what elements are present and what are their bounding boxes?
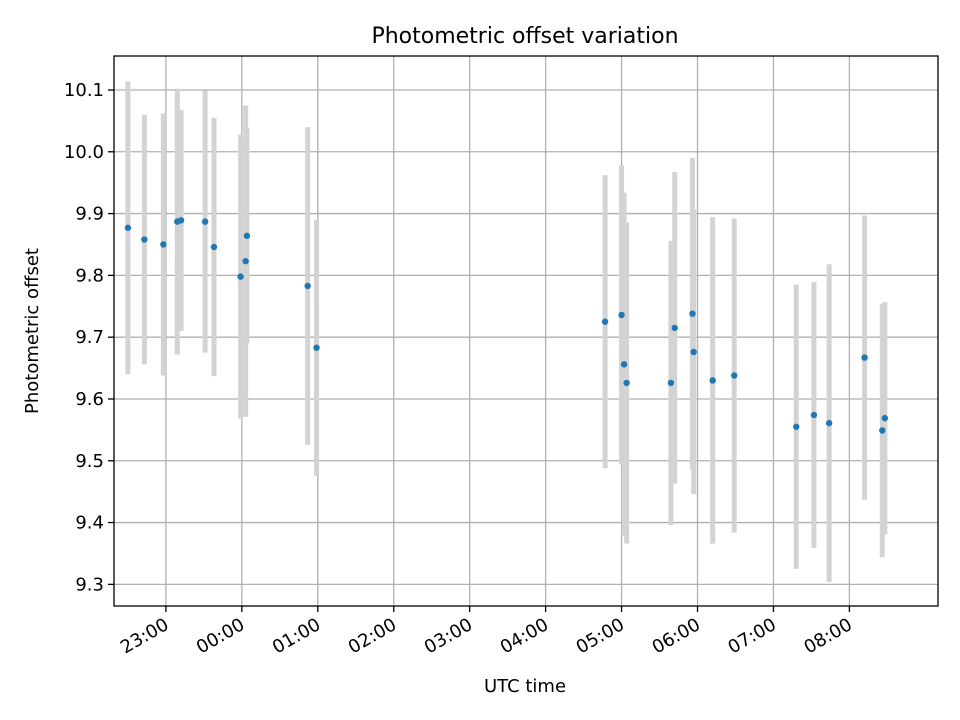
data-point [825,419,833,427]
plot-frame [113,55,939,607]
y-tick-label: 10.1 [64,80,104,101]
data-point [793,423,800,430]
data-point [623,379,630,387]
grid [114,56,938,606]
data-point [689,310,696,317]
y-tick-label: 9.8 [75,265,104,286]
y-axis-label: Photometric offset [22,248,43,414]
y-tick-label: 9.3 [75,574,104,595]
data-point [709,377,716,384]
data-point [618,311,625,319]
y-tick-label: 9.4 [75,513,104,534]
data-point [313,344,320,351]
data-point [141,236,148,243]
data-point [210,243,218,251]
data-point [620,361,628,368]
data-point [879,427,886,434]
data-point [810,411,818,419]
x-axis-label: UTC time [484,676,566,697]
y-tick-label: 9.7 [75,327,104,348]
y-axis-ticks: 9.3 9.4 9.5 9.6 9.7 9.8 9.9 10.0 10.1 [64,80,114,595]
data-point [667,379,675,387]
data-point [731,372,738,379]
data-point [881,414,889,422]
data-point [304,282,311,290]
data-points [124,217,889,434]
data-point [237,273,244,280]
y-tick-label: 9.9 [75,204,104,225]
data-point [861,354,868,361]
data-point [124,224,132,231]
data-point [177,217,185,224]
data-point [671,324,678,332]
y-tick-label: 9.6 [75,389,104,410]
data-point [690,348,697,356]
y-tick-label: 9.5 [75,451,104,472]
data-point [243,232,251,240]
data-point [601,318,609,325]
data-point [160,241,167,248]
chart-title: Photometric offset variation [371,24,678,49]
y-tick-label: 10.0 [64,142,104,163]
data-point [201,218,209,225]
data-point [242,257,249,265]
